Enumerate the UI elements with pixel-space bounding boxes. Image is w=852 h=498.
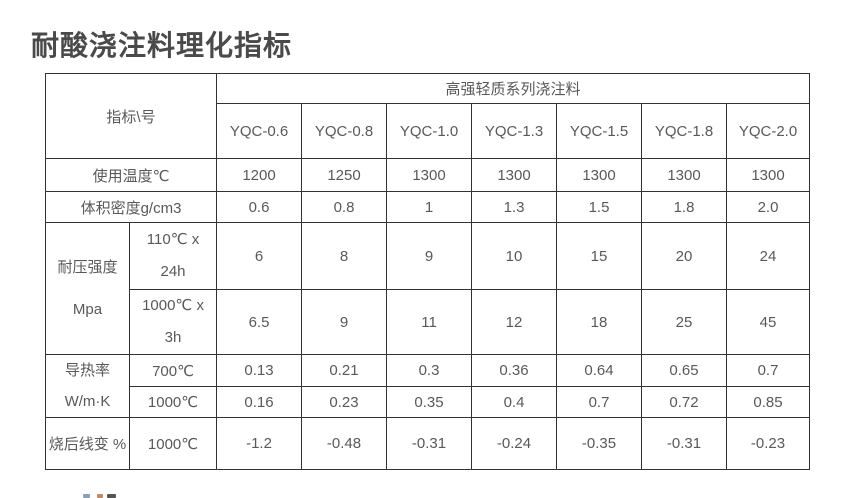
- table-row: 1000℃ 0.16 0.23 0.35 0.4 0.7 0.72 0.85: [46, 386, 810, 418]
- value-cell: 0.23: [301, 386, 388, 418]
- value-cell: -0.24: [471, 417, 558, 470]
- value-cell: 1300: [641, 158, 728, 192]
- clipped-text-fragment: [83, 494, 90, 498]
- table-row: 体积密度g/cm3 0.6 0.8 1 1.3 1.5 1.8 2.0: [44, 191, 810, 223]
- value-cell: 1300: [471, 158, 558, 192]
- value-cell: -0.31: [641, 417, 728, 470]
- corner-header-cell: 指标\号: [44, 73, 218, 159]
- column-header: YQC-1.0: [386, 103, 473, 159]
- value-cell: 0.6: [216, 191, 303, 223]
- value-cell: 12: [471, 289, 558, 355]
- value-cell: 0.36: [471, 354, 558, 387]
- table-row: 耐压强度 Mpa 110℃ x 24h 6 8 9 10 15 20 24: [45, 222, 810, 355]
- sub-condition-label: 1000℃: [128, 417, 218, 470]
- sub-condition-label: 1000℃: [128, 386, 218, 418]
- value-cell: 0.35: [386, 386, 473, 418]
- clipped-text-fragment: [97, 494, 103, 498]
- value-cell: 0.16: [216, 386, 303, 418]
- page-title: 耐酸浇注料理化指标: [31, 30, 293, 61]
- value-cell: 0.65: [641, 354, 728, 387]
- value-cell: 1.8: [641, 191, 728, 223]
- table-row: 使用温度℃ 1200 1250 1300 1300 1300 1300 1300: [44, 158, 810, 192]
- group-header-cell: 高强轻质系列浇注料: [216, 73, 810, 104]
- value-cell: 1250: [301, 158, 388, 192]
- column-header: YQC-2.0: [726, 103, 810, 159]
- value-cell: -0.48: [301, 417, 388, 470]
- value-cell: 8: [301, 222, 388, 290]
- table-row: YQC-0.6 YQC-0.8 YQC-1.0 YQC-1.3 YQC-1.5 …: [46, 103, 810, 159]
- value-cell: -0.23: [726, 417, 810, 470]
- table-row: 1000℃ x 3h 6.5 9 11 12 18 25 45: [46, 289, 810, 355]
- value-cell: -0.31: [386, 417, 473, 470]
- value-cell: 45: [726, 289, 810, 355]
- column-header: YQC-1.8: [641, 103, 728, 159]
- value-cell: 0.8: [301, 191, 388, 223]
- sub-condition-label: 700℃: [128, 354, 218, 387]
- value-cell: 6: [216, 222, 303, 290]
- value-cell: 2.0: [726, 191, 810, 223]
- value-cell: 0.3: [386, 354, 473, 387]
- value-cell: 24: [726, 222, 810, 290]
- sub-condition-line: 110℃ x: [146, 231, 200, 248]
- value-cell: 1300: [386, 158, 473, 192]
- row-group-label-line: W/m·K: [64, 393, 111, 410]
- value-cell: 0.7: [556, 386, 643, 418]
- value-cell: -0.35: [556, 417, 643, 470]
- value-cell: 0.4: [471, 386, 558, 418]
- value-cell: 0.72: [641, 386, 728, 418]
- value-cell: 11: [386, 289, 473, 355]
- value-cell: -1.2: [216, 417, 303, 470]
- value-cell: 9: [301, 289, 388, 355]
- value-cell: 0.85: [726, 386, 810, 418]
- column-header: YQC-1.5: [556, 103, 643, 159]
- table-row: 导热率 W/m·K 700℃ 0.13 0.21 0.3 0.36 0.64 0…: [45, 354, 810, 418]
- row-group-label-line: 耐压强度: [57, 258, 118, 276]
- column-header: YQC-1.3: [471, 103, 558, 159]
- value-cell: 1.5: [556, 191, 643, 223]
- row-group-label-strength: 耐压强度 Mpa: [45, 222, 130, 355]
- value-cell: 1.3: [471, 191, 558, 223]
- spec-table: 指标\号 高强轻质系列浇注料 YQC-0.6 YQC-0.8 YQC-1.0 Y…: [44, 73, 810, 470]
- row-label-density: 体积密度g/cm3: [44, 191, 218, 223]
- value-cell: 1300: [726, 158, 810, 192]
- row-group-label-line: 导热率: [64, 362, 110, 379]
- sub-condition-line: 3h: [164, 329, 182, 346]
- sub-condition-label: 110℃ x 24h: [128, 222, 218, 290]
- value-cell: 1300: [556, 158, 643, 192]
- column-header: YQC-0.6: [216, 103, 303, 159]
- row-group-label-line: Mpa: [72, 300, 103, 318]
- column-header: YQC-0.8: [301, 103, 388, 159]
- row-label-linear-change: 烧后线变 %: [45, 417, 130, 470]
- value-cell: 15: [556, 222, 643, 290]
- value-cell: 0.21: [301, 354, 388, 387]
- value-cell: 18: [556, 289, 643, 355]
- clipped-text-fragment: [107, 494, 116, 498]
- table-row: 烧后线变 % 1000℃ -1.2 -0.48 -0.31 -0.24 -0.3…: [45, 417, 810, 470]
- value-cell: 1: [386, 191, 473, 223]
- row-group-label-conductivity: 导热率 W/m·K: [45, 354, 130, 418]
- value-cell: 25: [641, 289, 728, 355]
- value-cell: 10: [471, 222, 558, 290]
- value-cell: 0.64: [556, 354, 643, 387]
- value-cell: 20: [641, 222, 728, 290]
- sub-condition-line: 24h: [160, 263, 186, 280]
- value-cell: 9: [386, 222, 473, 290]
- value-cell: 1200: [216, 158, 303, 192]
- value-cell: 0.7: [726, 354, 810, 387]
- table-row: 指标\号 高强轻质系列浇注料: [44, 73, 810, 159]
- value-cell: 0.13: [216, 354, 303, 387]
- sub-condition-label: 1000℃ x 3h: [128, 289, 218, 355]
- value-cell: 6.5: [216, 289, 303, 355]
- row-label-temp: 使用温度℃: [44, 158, 218, 192]
- sub-condition-line: 1000℃ x: [142, 297, 204, 314]
